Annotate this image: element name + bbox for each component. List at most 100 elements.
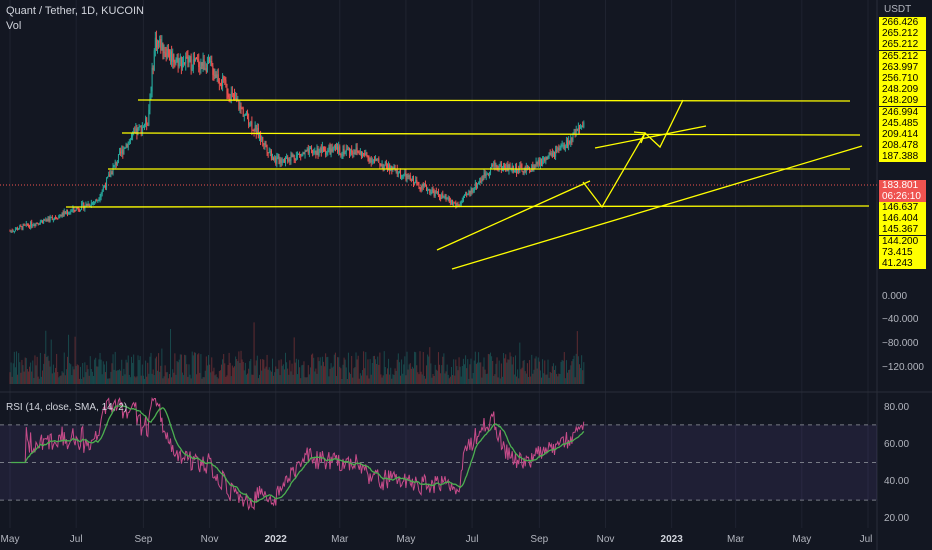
candle-body xyxy=(452,200,454,204)
candle-body xyxy=(399,171,401,177)
candle-body xyxy=(369,158,371,163)
symbol-title[interactable]: Quant / Tether, 1D, KUCOIN xyxy=(6,5,144,17)
volume-bar xyxy=(503,352,505,384)
volume-bar xyxy=(212,371,214,384)
candle-body xyxy=(456,204,458,206)
candle-body xyxy=(144,125,146,127)
candle-body xyxy=(365,153,367,156)
candle-body xyxy=(73,207,75,211)
volume-bar xyxy=(145,360,147,384)
volume-bar xyxy=(283,369,285,384)
volume-bar xyxy=(491,356,493,384)
volume-bar xyxy=(155,356,157,384)
volume-bar xyxy=(472,372,474,384)
volume-bar xyxy=(372,356,374,384)
volume-bar xyxy=(495,363,497,384)
candle-body xyxy=(127,141,129,148)
volume-bar xyxy=(165,372,167,384)
candle-body xyxy=(98,199,100,201)
candle-body xyxy=(556,149,558,151)
volume-bar xyxy=(301,365,303,384)
volume-label[interactable]: Vol xyxy=(6,20,22,32)
candle-body xyxy=(158,41,160,43)
volume-bar xyxy=(99,352,101,384)
volume-bar xyxy=(262,359,264,384)
volume-bar xyxy=(470,358,472,384)
candle-body xyxy=(424,184,426,186)
volume-bar xyxy=(20,372,22,384)
candle-body xyxy=(161,42,163,51)
volume-bar xyxy=(416,365,418,384)
volume-bar xyxy=(538,361,540,384)
rsi-label[interactable]: RSI (14, close, SMA, 14, 2) xyxy=(6,402,128,413)
candle-body xyxy=(281,161,283,163)
volume-bar xyxy=(50,339,52,384)
candle-body xyxy=(142,126,144,128)
candle-body xyxy=(339,146,341,155)
candle-body xyxy=(132,133,134,137)
volume-bar xyxy=(465,355,467,384)
volume-bar xyxy=(234,366,236,384)
candle-body xyxy=(51,216,53,220)
candle-body xyxy=(147,124,149,126)
volume-bar xyxy=(153,375,155,384)
volume-bar xyxy=(519,342,521,384)
volume-bar xyxy=(547,359,549,384)
candle-body xyxy=(152,67,154,71)
volume-bar xyxy=(247,373,249,384)
candle-body xyxy=(215,74,217,78)
candle-body xyxy=(360,151,362,157)
volume-bar xyxy=(206,365,208,384)
candle-body xyxy=(465,193,467,196)
volume-bar xyxy=(488,354,490,384)
candle-body xyxy=(494,162,496,167)
candle-body xyxy=(504,165,506,168)
candle-body xyxy=(453,202,455,204)
candle-body xyxy=(422,183,424,187)
volume-bar xyxy=(455,359,457,384)
candlesticks xyxy=(9,30,585,234)
candle-body xyxy=(170,51,172,58)
candle-body xyxy=(439,194,441,198)
candle-body xyxy=(181,62,183,68)
volume-bar xyxy=(128,374,130,384)
volume-bar xyxy=(109,378,111,384)
volume-bar xyxy=(113,369,115,384)
candle-body xyxy=(421,183,423,190)
candle-body xyxy=(480,180,482,182)
volume-bar xyxy=(241,359,243,384)
volume-bar xyxy=(501,376,503,384)
volume-bar xyxy=(332,366,334,384)
volume-bar xyxy=(173,372,175,384)
volume-bar xyxy=(261,370,263,384)
volume-bar xyxy=(505,354,507,384)
candle-body xyxy=(238,100,240,110)
candle-body xyxy=(437,191,439,195)
volume-bar xyxy=(486,373,488,384)
volume-bar xyxy=(43,363,45,384)
volume-bar xyxy=(583,362,585,384)
candle-body xyxy=(13,231,15,233)
candle-body xyxy=(541,158,543,165)
volume-bar xyxy=(44,353,46,384)
candle-body xyxy=(520,165,522,167)
volume-bar xyxy=(255,360,257,384)
candle-body xyxy=(209,57,211,62)
candle-body xyxy=(403,174,405,176)
candle-body xyxy=(508,164,510,171)
volume-bar xyxy=(62,372,64,384)
price-level-label: 187.388 xyxy=(879,151,926,163)
volume-bar xyxy=(447,374,449,384)
candle-body xyxy=(11,230,13,232)
candle-body xyxy=(78,209,80,211)
candle-body xyxy=(332,146,334,152)
candle-body xyxy=(68,213,70,215)
candle-body xyxy=(380,165,382,167)
candle-body xyxy=(70,211,72,213)
volume-bar xyxy=(461,365,463,384)
volume-bar xyxy=(381,377,383,384)
candle-body xyxy=(356,147,358,151)
candle-body xyxy=(83,203,85,209)
candle-body xyxy=(256,127,258,135)
